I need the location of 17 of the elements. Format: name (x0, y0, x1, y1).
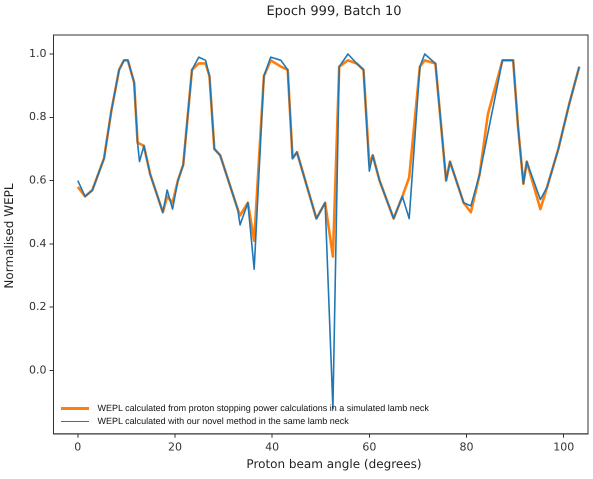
legend-label: WEPL calculated from proton stopping power calculations in a simulated lamb neck (97, 403, 429, 414)
legend-label: WEPL calculated with our novel method in the same lamb neck (97, 416, 349, 426)
x-tick-label: 40 (265, 440, 280, 454)
y-tick-label: 1.0 (28, 46, 46, 60)
y-axis-title: Normalised WEPL (2, 183, 16, 289)
x-tick-label: 80 (460, 440, 474, 454)
y-tick-label: 0.8 (28, 110, 46, 124)
y-tick-label: 0.0 (28, 363, 46, 376)
x-tick-label: 100 (553, 440, 574, 454)
y-tick-label: 0.4 (28, 236, 46, 250)
y-tick-label: 0.2 (28, 300, 46, 314)
y-tick-label: 0.6 (28, 173, 46, 186)
chart-title: Epoch 999, Batch 10 (265, 4, 403, 19)
x-tick-label: 60 (362, 440, 376, 454)
x-axis-title: Proton beam angle (degrees) (245, 457, 423, 471)
x-tick-label: 20 (168, 440, 182, 454)
x-tick-label: 0 (74, 440, 82, 454)
